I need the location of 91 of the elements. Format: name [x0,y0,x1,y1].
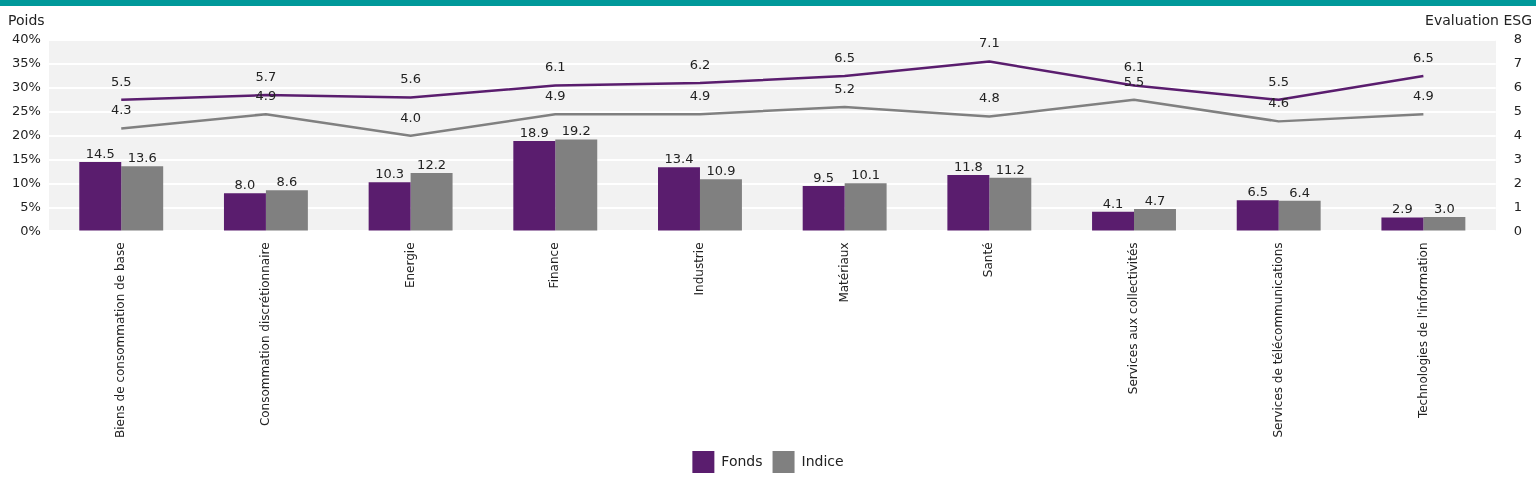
y2-tick-label: 8 [1513,31,1523,47]
data-label: 8.6 [276,174,298,190]
data-label: 8.0 [234,177,256,193]
data-label: 7.1 [978,35,1000,51]
y-tick-label: 5% [20,198,41,214]
data-label: 5.5 [1268,73,1290,89]
data-label: 19.2 [561,123,591,139]
data-label: 2.9 [1392,201,1413,217]
y-tick-label: 0% [20,222,41,238]
bar [513,141,556,231]
data-label: 4.3 [110,102,132,118]
x-tick-label: Biens de consommation de base [113,242,128,438]
y2-tick-label: 1 [1513,198,1523,214]
data-label: 13.4 [664,151,694,167]
data-label: 4.1 [1102,195,1124,211]
data-label: 18.9 [519,124,549,140]
x-tick-label: Consommation discrétionnaire [258,242,273,427]
data-label: 4.9 [689,88,711,104]
bar [410,173,453,231]
data-label: 4.9 [544,88,566,104]
bar [699,179,742,231]
data-label: 4.9 [1413,88,1434,104]
y-tick-label: 40% [11,31,41,47]
data-label: 4.0 [400,109,421,125]
bar [1381,217,1424,231]
bar [844,183,887,231]
y-tick-label: 35% [11,55,41,71]
y2-tick-label: 6 [1513,79,1523,95]
y2-tick-label: 0 [1513,222,1523,238]
bar [1278,200,1321,231]
data-label: 6.1 [1123,59,1145,75]
bar [555,139,598,231]
bar [265,190,308,231]
data-label: 6.5 [1247,184,1269,200]
data-label: 5.2 [834,80,855,96]
bar [947,174,990,231]
x-tick-label: Santé [981,242,996,278]
bar [121,166,164,231]
data-label: 6.1 [544,59,566,75]
x-tick-label: Services aux collectivités [1126,242,1141,395]
x-tick-label: Energie [402,242,417,289]
bar [1134,208,1176,231]
data-label: 10.3 [375,166,405,182]
data-label: 6.4 [1289,184,1311,200]
bar [802,186,845,231]
bar [368,182,411,231]
data-label: 4.7 [1144,192,1166,208]
y-tick-label: 15% [11,151,41,167]
data-label: 3.0 [1434,200,1455,216]
data-label: 6.5 [834,49,855,65]
data-label: 14.5 [85,145,115,161]
y2-tick-label: 7 [1513,55,1523,71]
data-label: 4.6 [1268,95,1290,111]
legend-label: Indice [801,452,844,469]
y-tick-label: 25% [11,103,41,119]
bar [79,162,122,231]
x-tick-label: Technologies de l'information [1415,242,1430,420]
legend-label: Fonds [721,452,763,469]
data-label: 12.2 [417,156,447,172]
data-label: 13.6 [127,150,157,166]
y2-tick-label: 5 [1513,103,1523,119]
y-tick-label: 30% [11,79,41,95]
bar [1423,217,1466,231]
y2-axis-title: Evaluation ESG [1425,11,1532,28]
y2-tick-label: 4 [1513,127,1523,143]
y-tick-label: 20% [11,127,41,143]
x-tick-label: Industrie [692,242,707,296]
bar [658,167,700,231]
y2-tick-label: 3 [1513,151,1523,167]
y-axis-title: Poids [8,11,45,28]
x-tick-label: Finance [547,242,562,289]
x-tick-label: Services de télécommunications [1270,242,1285,438]
y2-tick-label: 2 [1513,174,1523,190]
data-label: 11.8 [953,158,983,174]
bar [1092,211,1135,231]
bar [989,177,1032,231]
data-label: 5.7 [255,68,277,84]
data-label: 5.5 [110,73,132,89]
data-label: 5.5 [1123,73,1145,89]
bar [223,193,266,231]
data-label: 10.1 [851,167,881,182]
data-label: 10.9 [706,163,736,179]
data-label: 4.8 [978,90,1000,106]
x-tick-label: Matériaux [836,242,851,303]
data-label: 9.5 [813,169,835,185]
data-label: 11.2 [995,161,1025,177]
data-label: 6.2 [689,56,711,72]
data-label: 6.5 [1413,49,1434,65]
y-tick-label: 10% [11,174,41,190]
bar [1236,200,1279,231]
data-label: 5.6 [400,71,421,87]
